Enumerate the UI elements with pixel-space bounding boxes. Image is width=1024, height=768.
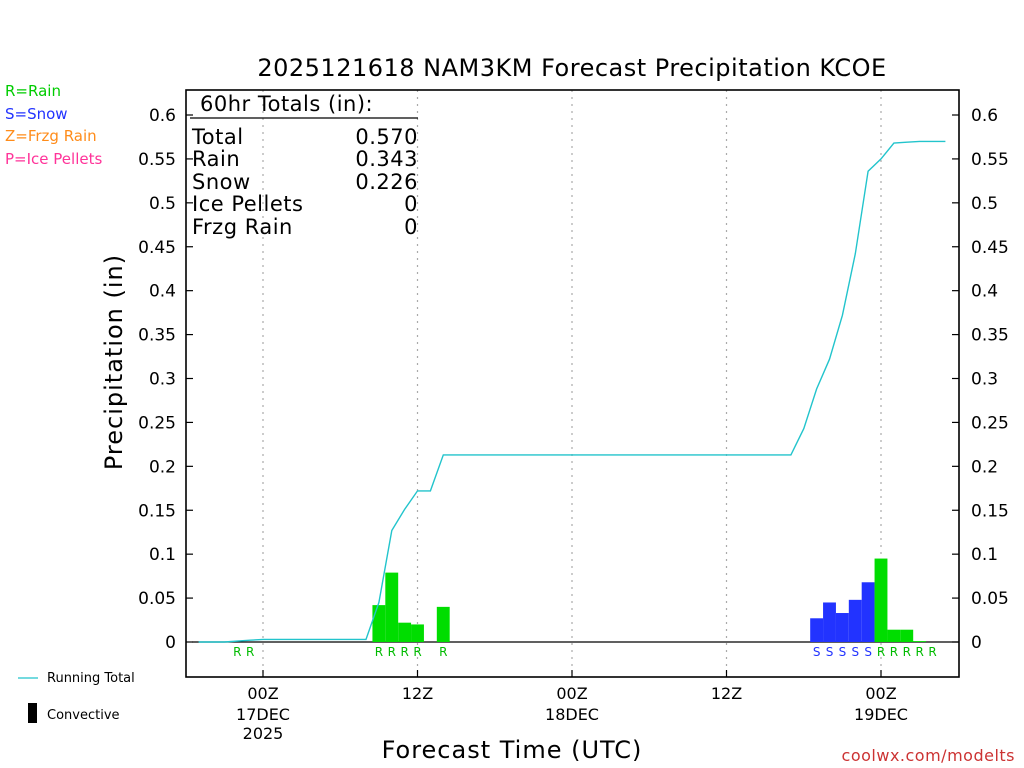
totals-value-snow: 0.226 <box>355 170 418 194</box>
x-axis-label: Forecast Time (UTC) <box>382 736 643 764</box>
precip-type-label: R <box>246 645 254 659</box>
totals-value-rain: 0.343 <box>355 147 418 171</box>
y-tick-label-right: 0.5 <box>971 194 998 214</box>
totals-value-ice-pellets: 0 <box>404 192 418 216</box>
y-tick-label-left: 0.6 <box>149 106 176 126</box>
precip-bar <box>372 605 386 642</box>
precip-type-label: R <box>903 645 911 659</box>
precip-bar <box>385 572 399 642</box>
x-tick-date: 19DEC <box>854 705 908 724</box>
precip-type-label: R <box>877 645 885 659</box>
precip-bar <box>900 629 914 642</box>
precip-bar <box>887 629 901 642</box>
running-total-legend-label: Running Total <box>47 671 135 686</box>
legend-snow: S=Snow <box>5 105 68 123</box>
bar-layer <box>372 558 927 642</box>
y-tick-label-right: 0.3 <box>971 370 998 390</box>
precip-type-label: R <box>890 645 898 659</box>
precip-type-label: R <box>388 645 396 659</box>
y-tick-label-right: 0.6 <box>971 106 998 126</box>
y-tick-label-left: 0.15 <box>138 501 176 521</box>
precip-type-label: S <box>864 645 872 659</box>
precip-type-label: R <box>375 645 383 659</box>
legend-ice-pellets: P=Ice Pellets <box>5 150 102 168</box>
y-tick-label-left: 0.55 <box>138 150 176 170</box>
x-tick-label: 00Z <box>865 684 896 703</box>
y-tick-label-right: 0.2 <box>971 457 998 477</box>
precip-type-label: R <box>928 645 936 659</box>
x-tick-label: 12Z <box>711 684 742 703</box>
y-tick-label-left: 0.1 <box>149 545 176 565</box>
totals-label-frzg-rain: Frzg Rain <box>192 215 293 239</box>
x-tick-label: 00Z <box>247 684 278 703</box>
x-tick-date: 17DEC <box>236 705 290 724</box>
precip-bar <box>411 624 424 642</box>
y-tick-label-left: 0.4 <box>149 282 176 302</box>
y-tick-label-left: 0.2 <box>149 457 176 477</box>
convective-legend-swatch <box>28 703 37 723</box>
chart-title: 2025121618 NAM3KM Forecast Precipitation… <box>257 54 886 82</box>
y-tick-label-right: 0.45 <box>971 238 1009 258</box>
x-tick-label: 00Z <box>556 684 587 703</box>
x-tick-label: 12Z <box>402 684 433 703</box>
precip-bar <box>810 618 824 642</box>
y-tick-label-left: 0.45 <box>138 238 176 258</box>
y-axis: 0 00.05 0.050.1 0.10.15 0.150.2 0.20.25 0.250.… <box>138 106 1009 653</box>
precip-type-label: R <box>400 645 408 659</box>
y-axis-label: Precipitation (in) <box>100 254 128 470</box>
y-tick-label-right: 0.35 <box>971 326 1009 346</box>
totals-box: 60hr Totals (in): Total 0.570 Rain 0.343… <box>190 92 418 239</box>
y-tick-label-left: 0 <box>165 633 176 653</box>
legend-frzg-rain: Z=Frzg Rain <box>5 127 97 145</box>
y-tick-label-right: 0.15 <box>971 501 1009 521</box>
precip-bar <box>848 599 862 642</box>
y-tick-label-left: 0.35 <box>138 326 176 346</box>
totals-label-ice-pellets: Ice Pellets <box>192 192 303 216</box>
y-tick-label-left: 0.3 <box>149 370 176 390</box>
totals-label-rain: Rain <box>192 147 240 171</box>
precip-bar <box>874 558 888 642</box>
grid-layer <box>192 90 959 677</box>
precip-type-label: R <box>413 645 421 659</box>
totals-header: 60hr Totals (in): <box>200 92 373 116</box>
y-tick-label-right: 0.25 <box>971 413 1009 433</box>
precip-type-label: S <box>839 645 847 659</box>
precip-bar <box>398 622 412 642</box>
running-total-layer <box>198 140 946 643</box>
precip-type-label: R <box>439 645 447 659</box>
y-tick-label-right: 0.05 <box>971 589 1009 609</box>
precip-bar <box>835 613 849 642</box>
x-tick-date: 18DEC <box>545 705 599 724</box>
precip-type-label: S <box>851 645 859 659</box>
y-tick-label-left: 0.5 <box>149 194 176 214</box>
totals-label-snow: Snow <box>192 170 251 194</box>
y-tick-label-right: 0.1 <box>971 545 998 565</box>
precip-type-label: R <box>915 645 923 659</box>
x-tick-year: 2025 <box>243 724 284 743</box>
y-tick-label-left: 0.05 <box>138 589 176 609</box>
precip-bar <box>436 606 450 642</box>
y-tick-label-right: 0 <box>971 633 982 653</box>
precip-type-label: S <box>813 645 821 659</box>
running-total-line <box>198 140 946 643</box>
precip-bar <box>861 582 875 642</box>
credit-text: coolwx.com/modelts <box>842 746 1015 765</box>
convective-legend-label: Convective <box>47 708 120 723</box>
y-tick-label-right: 0.55 <box>971 150 1009 170</box>
y-tick-label-left: 0.25 <box>138 413 176 433</box>
y-tick-label-right: 0.4 <box>971 282 998 302</box>
legend-rain: R=Rain <box>5 82 61 100</box>
precip-bar <box>913 641 927 642</box>
totals-label-total: Total <box>191 125 244 149</box>
totals-value-total: 0.570 <box>355 125 418 149</box>
precip-type-label: R <box>233 645 241 659</box>
precip-bar <box>823 602 836 642</box>
precip-type-label: S <box>826 645 834 659</box>
totals-value-frzg-rain: 0 <box>404 215 418 239</box>
